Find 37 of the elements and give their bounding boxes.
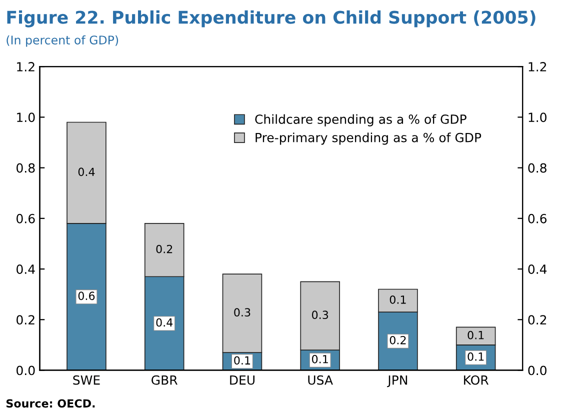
y2-tick-label: 0.8 bbox=[528, 163, 546, 173]
x-tick-label: KOR bbox=[464, 375, 488, 385]
y-tick-label: 0.8 bbox=[16, 163, 35, 173]
y2-tick-label: 1.0 bbox=[528, 112, 546, 122]
legend-label: Pre-primary spending as a % of GDP bbox=[256, 132, 482, 145]
data-label: 0.6 bbox=[78, 292, 95, 300]
data-label: 0.4 bbox=[78, 168, 95, 176]
y-tick-label: 1.2 bbox=[17, 62, 34, 72]
y-tick-label: 0.2 bbox=[16, 315, 34, 325]
data-label: 0.1 bbox=[468, 352, 484, 361]
source-note: Source: OECD. bbox=[6, 399, 95, 408]
legend-label: Childcare spending as a % of GDP bbox=[255, 114, 466, 126]
x-tick-label: SWE bbox=[73, 375, 100, 385]
data-label: 0.3 bbox=[312, 310, 328, 320]
y-tick-label: 0.0 bbox=[16, 366, 35, 376]
y-tick-label: 0.4 bbox=[16, 264, 35, 274]
data-label: 0.4 bbox=[156, 318, 173, 327]
y-tick-label: 0.6 bbox=[16, 214, 35, 224]
x-tick-label: DEU bbox=[230, 375, 254, 385]
x-tick-label: USA bbox=[308, 375, 333, 385]
y2-tick-label: 0.0 bbox=[528, 366, 546, 376]
x-tick-label: JPN bbox=[387, 375, 408, 388]
y2-tick-label: 0.4 bbox=[528, 264, 547, 274]
data-label: 0.1 bbox=[312, 354, 328, 364]
data-label: 0.1 bbox=[390, 295, 406, 304]
data-label: 0.2 bbox=[390, 336, 406, 344]
chart-title: Figure 22. Public Expenditure on Child Support (2005) bbox=[7, 10, 536, 28]
x-tick-label: GBR bbox=[152, 375, 178, 385]
y2-tick-label: 0.2 bbox=[528, 315, 546, 325]
data-label: 0.3 bbox=[234, 308, 250, 317]
y-tick-label: 1.0 bbox=[17, 112, 35, 122]
data-label: 0.1 bbox=[234, 356, 250, 365]
data-label: 0.1 bbox=[468, 330, 484, 340]
y2-tick-label: 0.6 bbox=[528, 214, 547, 224]
chart-subtitle: (In percent of GDP) bbox=[6, 35, 118, 47]
y2-tick-label: 1.2 bbox=[528, 62, 546, 72]
data-label: 0.2 bbox=[156, 244, 172, 254]
